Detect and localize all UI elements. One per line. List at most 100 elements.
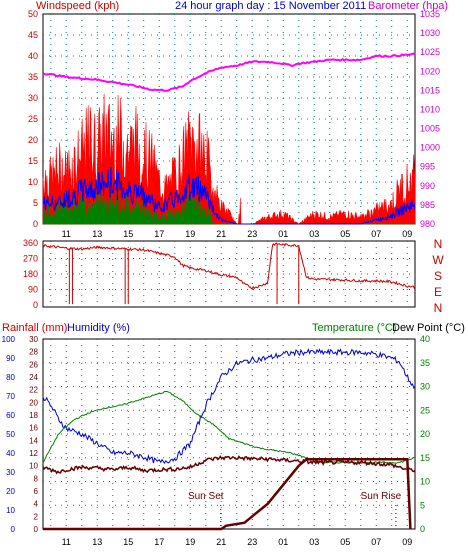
wind-y-tick-label: 30 <box>28 93 38 103</box>
humidity-y-tick-label: 0 <box>11 525 16 534</box>
rain-y-tick-label: 20 <box>29 398 38 407</box>
rain-y-tick-label: 30 <box>29 335 38 344</box>
humidity-y-tick-label: 40 <box>6 449 15 458</box>
chart-title: 24 hour graph day : 15 November 2011 <box>175 0 366 12</box>
rain-y-tick-label: 4 <box>34 500 39 509</box>
temperature-y-tick-label: 40 <box>420 334 430 344</box>
temperature-y-tick-label: 30 <box>420 382 430 392</box>
axis-labels-layer: 1111131315151717191921212323010103030505… <box>2 9 445 547</box>
compass-label: N <box>434 237 443 251</box>
x-tick-label: 03 <box>309 229 319 239</box>
baro-y-tick-label: 995 <box>420 162 435 172</box>
sun-annotation: Sun Set <box>188 491 224 502</box>
x-tick-label: 09 <box>402 229 412 239</box>
humidity-y-tick-label: 80 <box>6 373 15 382</box>
temperature-y-tick-label: 0 <box>420 524 425 534</box>
wind-y-tick-label: 50 <box>28 9 38 19</box>
humidity-y-tick-label: 90 <box>6 354 15 363</box>
humidity-title: Humidity (%) <box>67 322 130 334</box>
wind-y-tick-label: 10 <box>28 177 38 187</box>
x-tick-label: 07 <box>371 229 381 239</box>
dewpoint-title: Dew Point (°C) <box>392 322 465 334</box>
direction-y-tick-label: 0 <box>33 300 38 310</box>
rain-y-tick-label: 18 <box>29 411 38 420</box>
baro-y-tick-label: 1005 <box>420 124 440 134</box>
x-tick-label: 13 <box>92 229 102 239</box>
rainfall-line <box>43 458 412 531</box>
direction-y-tick-label: 360 <box>23 238 38 248</box>
rainfall-title: Rainfall (mm) <box>2 322 67 334</box>
rain-y-tick-label: 22 <box>29 386 38 395</box>
humidity-y-tick-label: 20 <box>6 487 15 496</box>
humidity-y-tick-label: 30 <box>6 468 15 477</box>
x-tick-label: 21 <box>216 229 226 239</box>
sun-annotation: Sun Rise <box>361 491 402 502</box>
baro-y-tick-label: 980 <box>420 219 435 229</box>
x-tick-label: 05 <box>340 229 350 239</box>
baro-y-tick-label: 985 <box>420 200 435 210</box>
x-tick-label: 19 <box>185 537 195 547</box>
wind-y-tick-label: 20 <box>28 135 38 145</box>
x-tick-label: 23 <box>247 537 257 547</box>
x-tick-label: 15 <box>123 537 133 547</box>
wind-y-tick-label: 35 <box>28 72 38 82</box>
baro-y-tick-label: 1015 <box>420 85 440 95</box>
temperature-y-tick-label: 5 <box>420 500 425 510</box>
x-tick-label: 07 <box>371 537 381 547</box>
x-tick-label: 17 <box>154 229 164 239</box>
temperature-y-tick-label: 10 <box>420 477 430 487</box>
humidity-y-tick-label: 60 <box>6 411 15 420</box>
baro-y-tick-label: 1020 <box>420 66 440 76</box>
barometer-title: Barometer (hpa) <box>368 0 448 12</box>
baro-y-tick-label: 1030 <box>420 28 440 38</box>
temperature-title: Temperature (°C) <box>312 322 396 334</box>
rain-y-tick-label: 16 <box>29 424 38 433</box>
x-tick-label: 01 <box>278 229 288 239</box>
direction-y-tick-label: 90 <box>28 285 38 295</box>
rain-y-tick-label: 12 <box>29 449 38 458</box>
rain-y-tick-label: 8 <box>34 474 39 483</box>
wind-y-tick-label: 25 <box>28 114 38 124</box>
humidity-line <box>42 348 416 465</box>
x-tick-label: 17 <box>154 537 164 547</box>
temperature-line <box>42 390 416 464</box>
rain-y-tick-label: 24 <box>29 373 38 382</box>
temperature-y-tick-label: 15 <box>420 453 430 463</box>
wind-y-tick-label: 45 <box>28 30 38 40</box>
wind-average-line <box>42 166 416 225</box>
rain-y-tick-label: 28 <box>29 348 38 357</box>
x-tick-label: 15 <box>123 229 133 239</box>
direction-y-tick-label: 270 <box>23 254 38 264</box>
rain-y-tick-label: 26 <box>29 360 38 369</box>
series-layer <box>42 52 416 531</box>
x-tick-label: 09 <box>402 537 412 547</box>
direction-y-tick-label: 180 <box>23 269 38 279</box>
humidity-y-tick-label: 100 <box>2 335 16 344</box>
wind-y-tick-label: 15 <box>28 156 38 166</box>
barometer-line <box>42 52 416 92</box>
x-tick-label: 05 <box>340 537 350 547</box>
baro-y-tick-label: 1025 <box>420 47 440 57</box>
wind-direction-line <box>42 242 416 290</box>
baro-y-tick-label: 1000 <box>420 143 440 153</box>
grid-layer <box>43 14 415 529</box>
compass-label: N <box>434 301 443 315</box>
baro-y-tick-label: 1010 <box>420 104 440 114</box>
windspeed-title: Windspeed (kph) <box>36 0 119 12</box>
x-tick-label: 03 <box>309 537 319 547</box>
rain-y-tick-label: 6 <box>34 487 39 496</box>
temperature-y-tick-label: 25 <box>420 405 430 415</box>
x-tick-label: 01 <box>278 537 288 547</box>
x-tick-label: 11 <box>62 537 71 547</box>
rain-y-tick-label: 0 <box>34 525 39 534</box>
compass-label: S <box>434 269 442 283</box>
temperature-y-tick-label: 35 <box>420 358 430 368</box>
x-tick-label: 11 <box>62 229 71 239</box>
x-tick-label: 23 <box>247 229 257 239</box>
humidity-y-tick-label: 10 <box>6 506 15 515</box>
compass-label: E <box>434 285 442 299</box>
wind-y-tick-label: 0 <box>33 219 38 229</box>
wind-y-tick-label: 5 <box>33 198 38 208</box>
wind-y-tick-label: 40 <box>28 51 38 61</box>
